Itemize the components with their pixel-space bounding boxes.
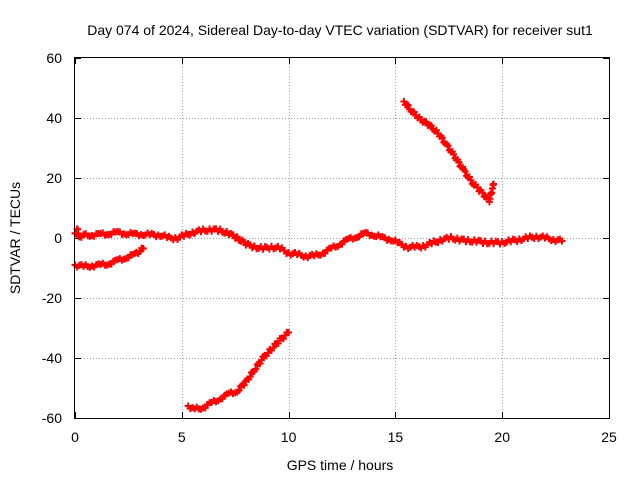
x-axis-label: GPS time / hours [287, 457, 394, 473]
data-point [246, 373, 254, 381]
data-point [427, 122, 435, 130]
data-point [410, 108, 418, 116]
grid [75, 58, 609, 418]
data-series [71, 98, 566, 413]
y-tick-label: 0 [54, 230, 62, 246]
series-rising-arc [184, 328, 293, 413]
series-falling-arc [400, 98, 498, 206]
y-tick-label: 60 [46, 50, 62, 66]
data-point [479, 189, 487, 197]
data-point [444, 142, 452, 150]
data-point [235, 386, 243, 394]
x-tick-label: 5 [178, 429, 186, 445]
data-point [438, 134, 446, 142]
data-point [274, 339, 282, 347]
series-early-low-arc [71, 244, 147, 271]
data-point [285, 329, 293, 336]
data-point [233, 233, 241, 241]
data-point [218, 395, 226, 403]
data-point [404, 101, 412, 109]
x-tick-labels: 0 5 10 15 20 25 [71, 429, 617, 445]
data-point [461, 167, 469, 175]
data-point [558, 237, 566, 245]
y-tick-label: 20 [46, 170, 62, 186]
data-point [269, 344, 277, 352]
y-tick-label: 40 [46, 110, 62, 126]
x-tick-label: 0 [71, 429, 79, 445]
x-tick-label: 25 [601, 429, 617, 445]
data-point [139, 245, 147, 252]
data-point [338, 240, 346, 248]
x-tick-label: 15 [388, 429, 404, 445]
y-axis-label: SDTVAR / TECUs [7, 182, 23, 294]
data-point [229, 231, 237, 239]
data-point [450, 150, 458, 158]
y-tick-label: -60 [42, 410, 62, 426]
y-tick-label: -40 [42, 350, 62, 366]
data-point [240, 381, 248, 389]
plot-frame [74, 57, 610, 419]
series-main-band [71, 225, 566, 262]
data-point [490, 180, 498, 188]
data-point [252, 365, 260, 373]
y-tick-labels: -60 -40 -20 0 20 40 60 [42, 50, 62, 426]
chart-title: Day 074 of 2024, Sidereal Day-to-day VTE… [87, 22, 593, 38]
x-tick-label: 20 [494, 429, 510, 445]
y-tick-label: -20 [42, 290, 62, 306]
x-tick-label: 10 [281, 429, 297, 445]
data-point [455, 158, 463, 166]
